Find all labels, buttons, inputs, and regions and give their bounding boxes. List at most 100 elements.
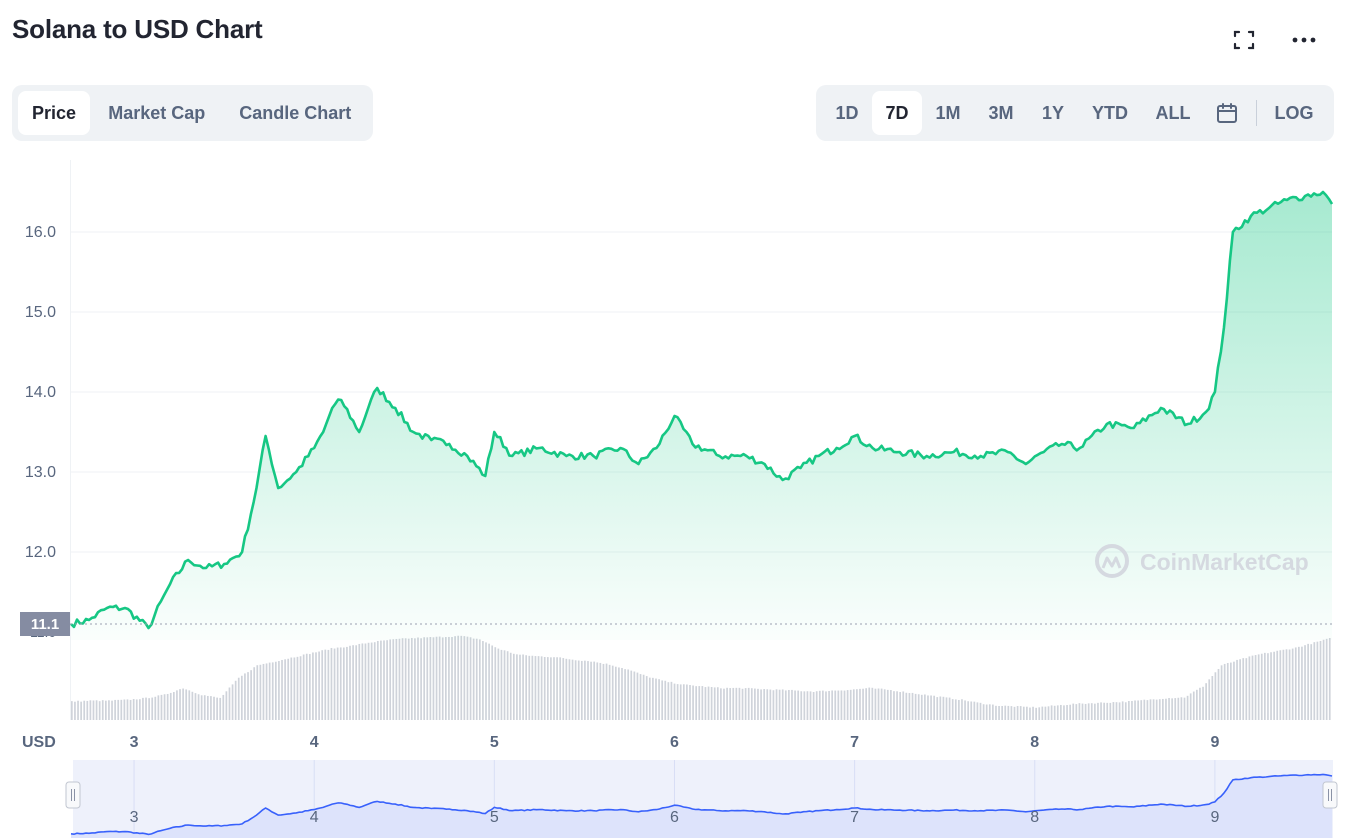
log-scale-toggle[interactable]: LOG (1274, 102, 1314, 123)
volume-bar (1282, 649, 1285, 720)
volume-bar (1069, 704, 1071, 720)
y-tick-label: 16.0 (25, 224, 56, 241)
volume-bar (1072, 703, 1075, 720)
volume-bar (463, 636, 466, 720)
x-tick-label: 8 (1030, 734, 1039, 751)
volume-bar (720, 688, 722, 720)
volume-bar (318, 651, 320, 720)
volume-bar (138, 699, 141, 720)
volume-bar (361, 643, 364, 720)
range-1m[interactable]: 1M (935, 102, 961, 123)
volume-bar (633, 671, 636, 720)
volume-bar (373, 642, 376, 720)
volume-bar (624, 669, 626, 720)
volume-bar (117, 699, 120, 720)
volume-bar (1205, 683, 1207, 720)
more-horizontal-icon[interactable] (1288, 24, 1320, 56)
volume-bar (89, 700, 92, 720)
volume-bar (930, 695, 932, 720)
volume-bar (1001, 705, 1003, 720)
volume-bar (970, 701, 973, 720)
volume-bar (679, 684, 682, 720)
volume-bar (516, 654, 518, 720)
volume-bar (154, 696, 157, 720)
volume-bar (346, 646, 348, 720)
volume-bar (701, 686, 704, 720)
tab-market-cap[interactable]: Market Cap (108, 102, 206, 123)
volume-bar (410, 637, 413, 720)
volume-bar (278, 661, 280, 720)
volume-bar (998, 705, 1000, 720)
volume-bar (454, 636, 456, 720)
volume-bar (587, 661, 589, 720)
volume-bar (1322, 639, 1325, 720)
volume-bar (200, 695, 203, 720)
volume-bar (525, 655, 528, 720)
volume-bar (902, 691, 905, 720)
volume-bar (580, 660, 583, 720)
volume-bar (831, 690, 834, 720)
navigator-x-ticks: 3 4 5 6 7 8 9 (130, 809, 1220, 826)
volume-bar (435, 636, 438, 720)
volume-bar (667, 682, 670, 720)
volume-bar (973, 701, 976, 720)
volume-bar (1248, 656, 1251, 720)
navigator-left-handle[interactable] (65, 781, 81, 809)
volume-bar (1301, 646, 1303, 720)
volume-bar (308, 654, 311, 720)
volume-bar (451, 637, 453, 720)
volume-bar (574, 660, 577, 720)
volume-bar (108, 700, 110, 720)
volume-bar (1013, 706, 1016, 720)
volume-bars (71, 635, 1331, 720)
volume-bar (695, 686, 698, 720)
range-1y[interactable]: 1Y (1041, 102, 1065, 123)
volume-bar (732, 687, 735, 720)
volume-bar (618, 667, 620, 720)
volume-bar (658, 679, 660, 720)
range-3m[interactable]: 3M (988, 102, 1014, 123)
volume-bar (336, 647, 339, 720)
volume-bar (939, 696, 942, 720)
volume-bar (77, 700, 79, 720)
volume-bar (1217, 669, 1220, 720)
volume-bar (1158, 699, 1161, 720)
fullscreen-icon[interactable] (1228, 24, 1260, 56)
x-axis-ticks: 3 4 5 6 7 8 9 (130, 734, 1220, 751)
volume-bar (114, 699, 116, 720)
volume-bar (392, 639, 395, 720)
range-1d[interactable]: 1D (835, 102, 859, 123)
navigator-tick-label: 5 (490, 809, 499, 826)
volume-bar (86, 700, 89, 720)
volume-bar (299, 656, 302, 720)
volume-bar (661, 680, 664, 720)
volume-bar (1118, 702, 1121, 720)
current-price-badge (20, 612, 70, 636)
tab-candle-chart[interactable]: Candle Chart (239, 102, 352, 123)
price-chart[interactable]: 12.013.014.015.016.0 CoinMarketCap 11.0 … (0, 150, 1358, 838)
navigator-right-handle[interactable] (1322, 781, 1338, 809)
volume-bar (1276, 650, 1279, 720)
range-7d[interactable]: 7D (872, 91, 922, 135)
range-navigator[interactable]: 3 4 5 6 7 8 9 (65, 760, 1338, 838)
volume-bar (74, 701, 76, 720)
volume-bar (859, 688, 861, 720)
volume-bar (466, 636, 469, 720)
volume-bar (151, 697, 154, 720)
volume-bar (1288, 649, 1291, 720)
calendar-icon[interactable] (1204, 91, 1250, 135)
volume-bar (741, 688, 744, 720)
volume-bar (704, 687, 707, 720)
tab-price[interactable]: Price (18, 91, 90, 135)
range-ytd[interactable]: YTD (1092, 102, 1128, 123)
volume-bar (1137, 700, 1139, 720)
range-all[interactable]: ALL (1155, 102, 1191, 123)
volume-bar (1316, 641, 1319, 720)
volume-bar (757, 688, 759, 720)
volume-bar (145, 697, 147, 720)
volume-bar (1066, 705, 1068, 720)
volume-bar (247, 672, 249, 720)
volume-bar (182, 688, 184, 720)
volume-bar (744, 688, 747, 720)
volume-bar (441, 637, 444, 720)
